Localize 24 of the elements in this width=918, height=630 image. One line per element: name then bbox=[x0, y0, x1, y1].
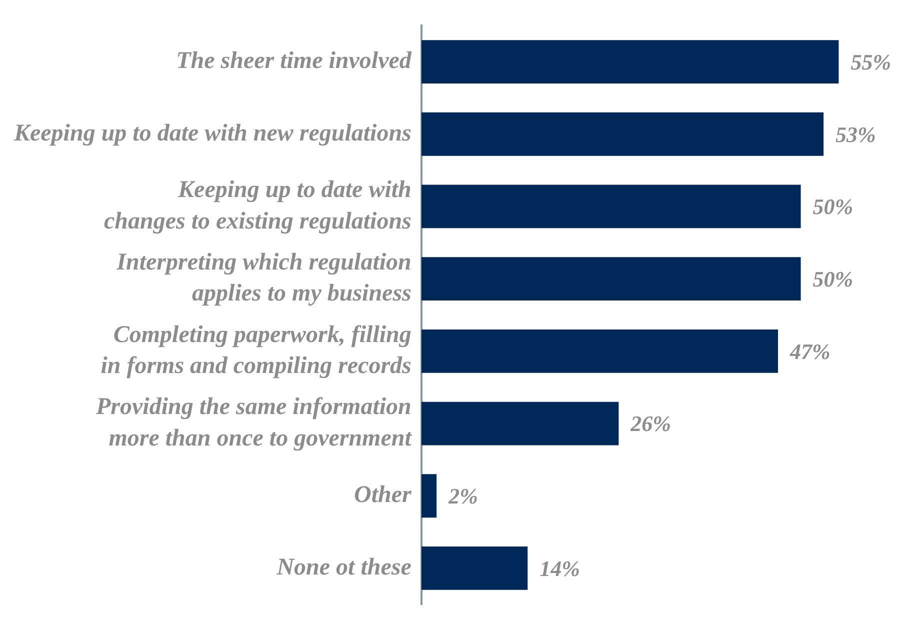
data-label: 47% bbox=[789, 338, 830, 364]
y-tick-label: Interpreting which regulation applies to my business bbox=[116, 249, 412, 307]
data-label: 50% bbox=[812, 266, 854, 292]
y-tick-label: None ot these bbox=[276, 554, 412, 580]
data-label: 55% bbox=[850, 49, 892, 74]
bar bbox=[421, 40, 839, 84]
bar bbox=[421, 112, 824, 156]
y-tick-label: Completing paperwork, filling in forms and compiling records bbox=[100, 322, 412, 379]
y-tick-label: Keeping up to date with changes to existing regulations bbox=[104, 177, 412, 234]
bar bbox=[421, 184, 801, 228]
data-label: 26% bbox=[630, 411, 671, 436]
y-tick-label: Other bbox=[354, 482, 412, 508]
data-label: 14% bbox=[540, 556, 580, 581]
bar bbox=[421, 474, 437, 518]
data-label: 2% bbox=[448, 484, 478, 509]
bar bbox=[421, 402, 619, 446]
y-tick-label: Keeping up to date with new regulations bbox=[12, 120, 412, 146]
bar bbox=[421, 329, 778, 373]
bar bbox=[421, 546, 528, 590]
data-label: 53% bbox=[836, 122, 876, 147]
y-tick-label: The sheer time involved bbox=[176, 48, 412, 74]
data-label: 50% bbox=[812, 194, 854, 220]
y-tick-label: Providing the same information more than once to government bbox=[95, 394, 413, 452]
bar bbox=[421, 257, 801, 301]
